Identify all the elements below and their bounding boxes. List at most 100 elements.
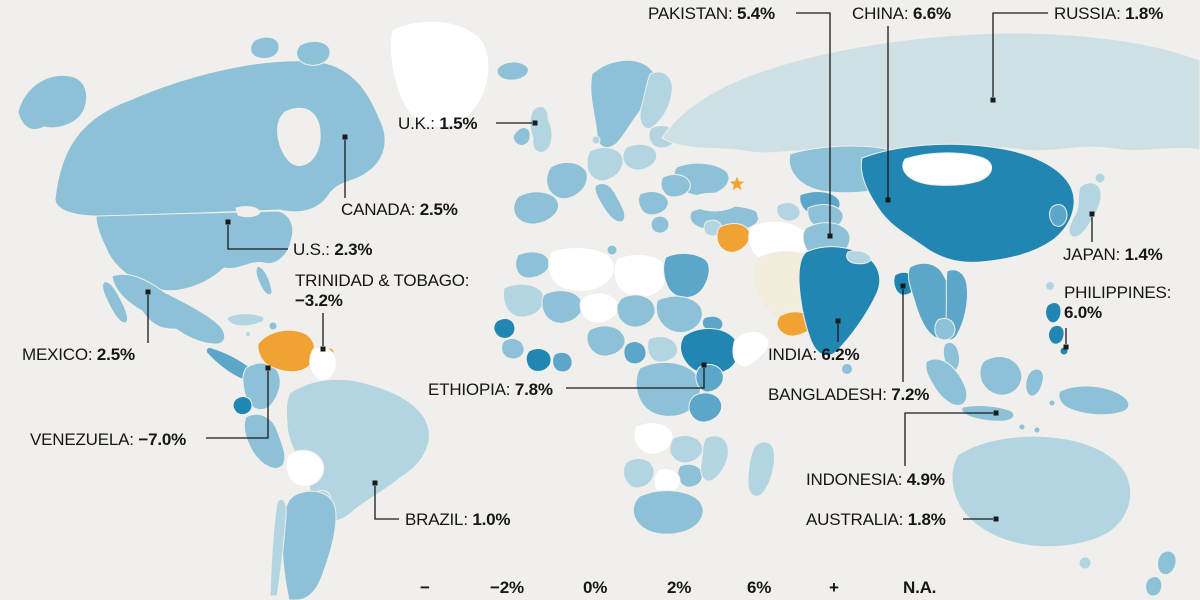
callout-ethiopia-value: 7.8% [514, 380, 553, 399]
country-ecuador [232, 396, 253, 416]
country-thailand-cambodia [934, 317, 956, 341]
region-iberia [513, 191, 559, 225]
country-us-florida [255, 265, 273, 296]
callout-ethiopia: ETHIOPIA: 7.8% [428, 380, 553, 400]
country-taiwan [1045, 281, 1055, 291]
callout-us-value: 2.3% [334, 240, 373, 259]
country-new-guinea [1058, 385, 1130, 416]
country-new-zealand-north [1157, 550, 1177, 576]
country-bolivia [285, 449, 325, 487]
leader-us-dot [225, 219, 231, 225]
leader-trinidad-dot [320, 346, 326, 352]
great-lakes [235, 206, 261, 218]
callout-uk: U.K.: 1.5% [398, 114, 477, 134]
callout-japan-value: 1.4% [1124, 245, 1163, 264]
leader-russia [992, 12, 1048, 97]
country-denmark [591, 135, 601, 145]
country-libya [613, 254, 668, 298]
country-philippines-visayas [1048, 324, 1065, 345]
leader-brazil-dot [372, 480, 378, 486]
country-peru [243, 413, 286, 469]
callout-mexico-label: MEXICO: [22, 345, 93, 364]
country-germany [586, 147, 624, 182]
country-korea [1049, 204, 1068, 227]
country-russia [661, 32, 1200, 154]
callout-philippines: PHILIPPINES: 6.0% [1064, 283, 1171, 323]
country-tanzania [688, 392, 723, 423]
callout-pakistan-label: PAKISTAN: [648, 4, 733, 23]
callout-india-value: 6.2% [821, 345, 860, 364]
country-ireland [512, 127, 531, 146]
country-japan-hokkaido [1094, 172, 1106, 184]
country-norway-sweden [590, 59, 657, 149]
country-hispaniola [268, 321, 278, 331]
leader-mexico-dot [145, 289, 151, 295]
country-philippines-luzon [1045, 302, 1062, 324]
country-mauritania [502, 283, 545, 318]
country-namibia [623, 457, 655, 489]
leader-ethiopia-dot [701, 362, 707, 368]
callout-canada-label: CANADA: [341, 200, 416, 219]
country-iraq [716, 223, 751, 253]
legend-minus-2pct: −2% [490, 578, 524, 597]
country-jamaica [245, 331, 251, 337]
country-egypt [663, 252, 710, 298]
legend-plus: + [829, 578, 839, 597]
country-nigeria [586, 325, 626, 357]
country-guinea [501, 338, 525, 360]
country-south-africa [632, 490, 704, 535]
country-chad [616, 294, 656, 328]
callout-us-label: U.S.: [293, 240, 330, 259]
country-new-zealand-south [1145, 576, 1163, 597]
country-mongolia [902, 152, 992, 186]
leader-brazil [374, 486, 399, 520]
callout-pakistan: PAKISTAN: 5.4% [648, 4, 775, 24]
country-madagascar [747, 441, 775, 497]
country-zimbabwe [677, 463, 703, 488]
callout-mexico-value: 2.5% [96, 345, 135, 364]
callout-bangladesh-value: 7.2% [891, 385, 930, 404]
callout-australia-label: AUSTRALIA: [806, 510, 904, 529]
callout-australia-value: 1.8% [907, 510, 946, 529]
callout-trinidad-value: −3.2% [295, 291, 343, 311]
leader-china-dot [885, 197, 891, 203]
leader-australia-dot [993, 516, 999, 522]
leader-pakistan-dot [827, 233, 833, 239]
country-us-alaska [17, 74, 88, 130]
black-sea [689, 192, 739, 212]
country-sri-lanka [841, 363, 853, 375]
callout-uk-label: U.K.: [398, 114, 435, 133]
callout-canada: CANADA: 2.5% [341, 200, 458, 220]
legend-6pct: 6% [747, 578, 772, 597]
country-poland [622, 143, 658, 171]
callout-china: CHINA: 6.6% [852, 4, 951, 24]
leader-pakistan [796, 12, 831, 234]
callout-australia: AUSTRALIA: 1.8% [806, 510, 946, 530]
region-guyanas [309, 346, 337, 381]
callout-indonesia-value: 4.9% [906, 470, 945, 489]
country-argentina [281, 490, 337, 600]
callout-indonesia-label: INDONESIA: [806, 470, 903, 489]
country-australia [951, 435, 1132, 548]
country-ghana [552, 351, 573, 373]
leader-lines [145, 12, 1095, 522]
leader-canada-dot [342, 134, 348, 140]
country-morocco [515, 251, 550, 279]
callout-china-label: CHINA: [852, 4, 909, 23]
country-indonesia-moluccas [1048, 399, 1056, 407]
country-mexico [111, 273, 226, 345]
callout-russia: RUSSIA: 1.8% [1054, 4, 1163, 24]
country-mali [541, 290, 583, 324]
callout-brazil: BRAZIL: 1.0% [405, 510, 511, 530]
callout-us: U.S.: 2.3% [293, 240, 372, 260]
callout-ethiopia-label: ETHIOPIA: [428, 380, 511, 399]
country-canada [54, 60, 386, 217]
caspian-sea [755, 181, 780, 228]
country-australia-tasmania [1078, 556, 1092, 570]
callout-russia-label: RUSSIA: [1054, 4, 1121, 23]
callout-canada-value: 2.5% [419, 200, 458, 219]
country-niger [579, 292, 620, 324]
country-senegal [493, 318, 516, 339]
country-indonesia-sulawesi [1025, 368, 1044, 397]
